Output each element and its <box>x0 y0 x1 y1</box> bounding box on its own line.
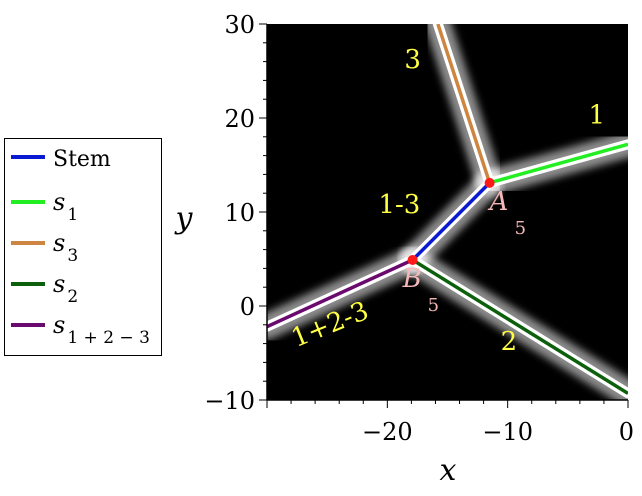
series-line-3 <box>411 258 628 395</box>
legend-swatch <box>11 241 45 245</box>
legend-label: Stem <box>53 147 111 172</box>
legend-name: Stem <box>53 147 111 172</box>
legend-swatch <box>11 282 45 286</box>
point-marker-b <box>407 254 418 265</box>
legend-subscript: 3 <box>67 246 79 266</box>
point-sub-b: 5 <box>428 295 439 316</box>
y-tick-label: −10 <box>204 387 255 415</box>
legend: Stem s 1 s 3 s 2 s 1 + 2 − 3 <box>4 138 162 356</box>
x-tick-label: −10 <box>482 418 533 446</box>
legend-name: s <box>53 229 66 257</box>
point-sub-a: 5 <box>515 218 526 239</box>
annotation-2: 1-3 <box>378 190 420 220</box>
legend-subscript: 1 + 2 − 3 <box>67 328 150 348</box>
legend-swatch <box>11 155 45 159</box>
y-tick-label: 10 <box>224 199 255 227</box>
x-tick-label: −20 <box>362 418 413 446</box>
point-label-b: B <box>402 264 422 294</box>
annotation-4: 2 <box>501 327 518 357</box>
series-layer <box>267 24 628 395</box>
legend-name: s <box>53 188 66 216</box>
series-line-0 <box>411 181 491 262</box>
legend-swatch <box>11 200 45 204</box>
annotation-0: 3 <box>404 45 421 75</box>
axes-layer: −10 0 10 20 30 −20 −10 0 x y <box>174 11 634 488</box>
x-tick-label: 0 <box>619 418 634 446</box>
y-axis-label: y <box>174 201 194 236</box>
legend-entry: Stem <box>5 139 161 179</box>
legend-name: s <box>53 311 66 339</box>
series-line-2 <box>436 24 492 184</box>
point-marker-a <box>484 177 495 188</box>
legend-name: s <box>53 270 66 298</box>
series-line-1 <box>489 142 628 185</box>
y-tick-label: 0 <box>240 293 255 321</box>
point-label-a: A <box>488 187 509 217</box>
y-tick-label: 20 <box>224 105 255 133</box>
series-line-4 <box>267 258 414 329</box>
y-tick-label: 30 <box>224 11 255 39</box>
legend-subscript: 1 <box>67 205 79 225</box>
legend-subscript: 2 <box>67 287 79 307</box>
legend-swatch <box>11 323 45 327</box>
annotation-1: 1 <box>588 101 605 131</box>
x-axis-label: x <box>440 453 457 488</box>
